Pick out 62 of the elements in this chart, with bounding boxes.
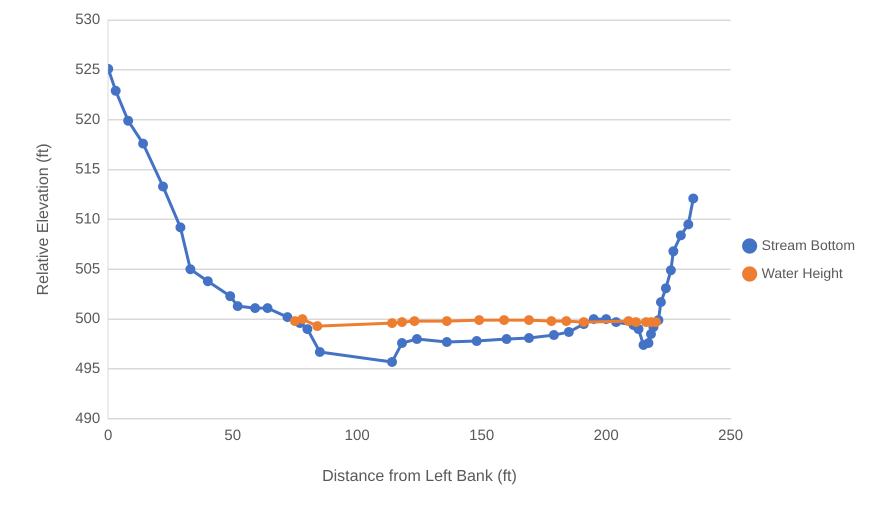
point bbox=[397, 338, 408, 348]
point bbox=[472, 336, 482, 346]
point bbox=[660, 283, 671, 294]
point bbox=[262, 303, 273, 314]
point bbox=[232, 301, 243, 312]
point bbox=[387, 356, 398, 367]
point bbox=[524, 315, 534, 326]
point bbox=[312, 321, 322, 332]
point bbox=[138, 138, 148, 149]
point bbox=[282, 312, 292, 322]
point bbox=[225, 291, 236, 302]
point bbox=[158, 182, 168, 192]
x-tick-label: 200 bbox=[594, 426, 619, 444]
point bbox=[666, 265, 676, 276]
y-axis-title: Relative Elevation (ft) bbox=[35, 143, 52, 296]
point bbox=[688, 193, 698, 204]
point bbox=[499, 315, 510, 326]
point bbox=[442, 316, 452, 326]
point bbox=[502, 334, 512, 344]
y-tick-label: 510 bbox=[75, 210, 100, 228]
point bbox=[668, 246, 678, 256]
point bbox=[631, 317, 642, 328]
x-tick-label: 250 bbox=[718, 426, 744, 444]
point bbox=[185, 264, 196, 274]
y-tick-label: 495 bbox=[75, 360, 100, 378]
point bbox=[387, 318, 398, 328]
point bbox=[302, 324, 312, 334]
y-tick-label: 505 bbox=[75, 260, 100, 278]
x-axis-title: Distance from Left Bank (ft) bbox=[322, 468, 517, 485]
y-tick-label: 500 bbox=[75, 310, 100, 328]
point bbox=[397, 317, 408, 328]
point bbox=[202, 276, 213, 286]
point bbox=[546, 316, 556, 326]
y-tick-label: 490 bbox=[75, 410, 100, 427]
point bbox=[564, 327, 574, 338]
y-tick-label: 530 bbox=[75, 11, 100, 28]
x-tick-label: 0 bbox=[104, 426, 112, 444]
point bbox=[412, 334, 422, 344]
x-tick-label: 150 bbox=[469, 426, 494, 444]
point bbox=[474, 315, 484, 326]
y-tick-label: 520 bbox=[75, 110, 100, 128]
point bbox=[643, 338, 654, 348]
point bbox=[524, 333, 534, 344]
point bbox=[656, 297, 666, 308]
x-tick-label: 100 bbox=[344, 426, 370, 444]
legend-label: Water Height bbox=[762, 264, 843, 281]
point bbox=[548, 330, 559, 340]
x-tick-label: 50 bbox=[224, 426, 242, 444]
point bbox=[683, 219, 694, 230]
point bbox=[110, 86, 121, 96]
y-tick-label: 525 bbox=[75, 60, 100, 78]
point bbox=[297, 314, 308, 324]
point bbox=[442, 337, 452, 348]
point bbox=[409, 316, 420, 326]
point bbox=[123, 116, 134, 126]
point bbox=[250, 303, 260, 314]
point bbox=[314, 347, 325, 357]
point bbox=[175, 222, 186, 232]
point bbox=[676, 230, 686, 240]
y-tick-label: 515 bbox=[75, 160, 100, 178]
legend-label: Stream Bottom bbox=[762, 236, 856, 253]
point bbox=[561, 316, 572, 326]
